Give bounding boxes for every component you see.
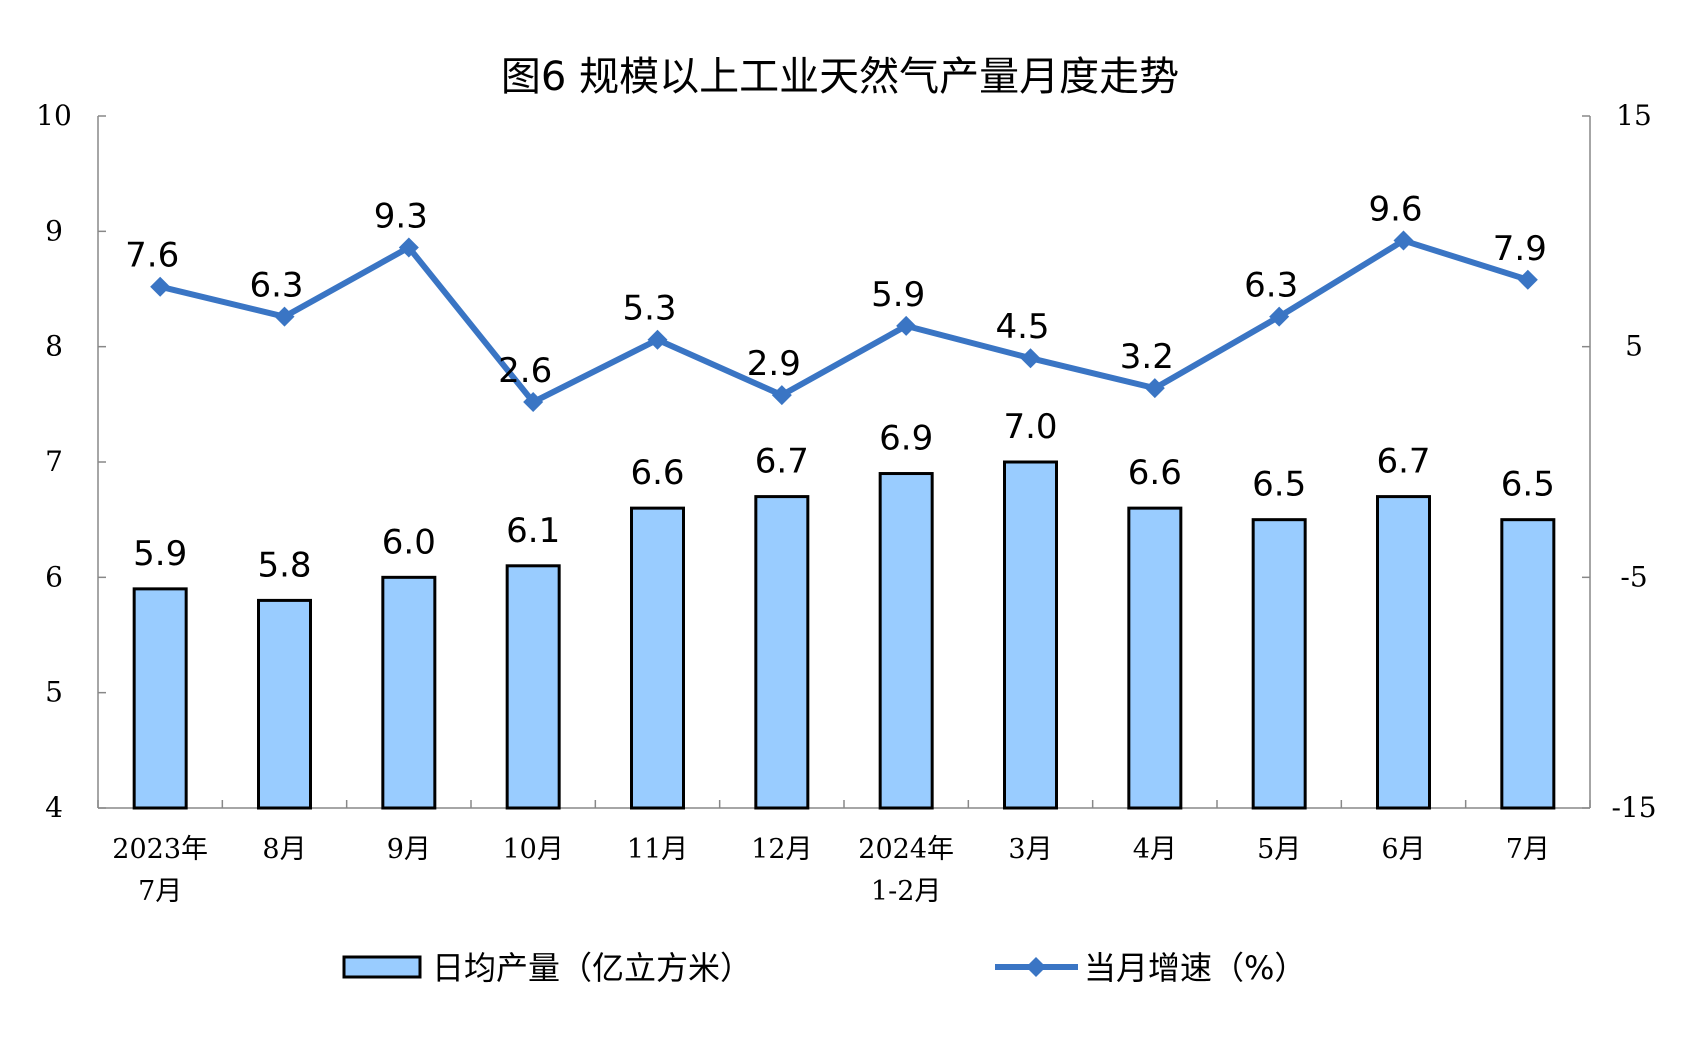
line-point-marker bbox=[896, 315, 917, 336]
line-data-label: 9.3 bbox=[374, 196, 428, 236]
line-point-marker bbox=[274, 306, 295, 327]
left-tick-label: 8 bbox=[45, 330, 63, 363]
line-data-label: 2.9 bbox=[747, 344, 801, 384]
line-point-marker bbox=[398, 237, 419, 258]
bar bbox=[1127, 506, 1183, 810]
x-tick-label: 3月 bbox=[1008, 834, 1052, 865]
bar-data-label: 6.7 bbox=[755, 442, 809, 482]
legend-bar-label: 日均产量（亿立方米） bbox=[432, 949, 752, 987]
x-tick-label: 10月 bbox=[502, 834, 563, 865]
legend-line-label: 当月增速（%） bbox=[1084, 949, 1306, 987]
left-tick-label: 4 bbox=[45, 791, 63, 824]
x-tick-label: 8月 bbox=[262, 834, 306, 865]
x-tick-label: 7月 bbox=[1506, 834, 1550, 865]
x-tick-label: 12月 bbox=[751, 834, 812, 865]
bar bbox=[257, 598, 312, 810]
x-tick-label: 1-2月 bbox=[871, 876, 941, 907]
line-point-marker bbox=[1517, 269, 1538, 290]
left-tick-label: 5 bbox=[45, 676, 63, 709]
bar-data-label: 6.7 bbox=[1376, 442, 1430, 482]
line-data-label: 9.6 bbox=[1368, 190, 1422, 230]
legend-bar-swatch bbox=[342, 955, 422, 979]
bar bbox=[1003, 460, 1058, 810]
left-tick-label: 10 bbox=[36, 99, 72, 132]
line-data-label: 5.9 bbox=[871, 275, 925, 315]
line-point-marker bbox=[523, 392, 544, 413]
line-point-marker bbox=[1020, 348, 1041, 369]
legend: 日均产量（亿立方米） 当月增速（%） bbox=[342, 949, 1306, 987]
x-tick-label: 5月 bbox=[1257, 834, 1301, 865]
bar-data-label: 6.5 bbox=[1501, 465, 1555, 505]
bar-data-label: 7.0 bbox=[1003, 407, 1057, 447]
x-tick-label: 7月 bbox=[138, 876, 182, 907]
x-tick-label: 2023年 bbox=[112, 834, 208, 865]
bar bbox=[1500, 518, 1556, 810]
right-tick-label: -5 bbox=[1620, 560, 1647, 593]
bar-data-label: 6.5 bbox=[1252, 465, 1306, 505]
bar bbox=[1376, 495, 1431, 810]
right-tick-label: -15 bbox=[1611, 791, 1656, 824]
line-data-label: 3.2 bbox=[1120, 337, 1174, 377]
line-data-label: 6.3 bbox=[1244, 266, 1298, 306]
line-point-marker bbox=[150, 276, 171, 297]
x-tick-label: 2024年 bbox=[858, 834, 954, 865]
line-data-label: 2.6 bbox=[498, 351, 552, 391]
line-point-marker bbox=[1393, 230, 1414, 251]
x-tick-label: 4月 bbox=[1133, 834, 1177, 865]
x-tick-label: 9月 bbox=[387, 834, 431, 865]
bar bbox=[381, 575, 437, 810]
bar bbox=[132, 587, 188, 810]
bar bbox=[878, 472, 934, 810]
chart-title: 图6 规模以上工业天然气产量月度走势 bbox=[501, 54, 1179, 100]
right-tick-label: 5 bbox=[1625, 330, 1643, 363]
left-tick-label: 7 bbox=[45, 445, 63, 478]
line-data-label: 7.9 bbox=[1493, 229, 1547, 269]
line-point-marker bbox=[647, 329, 668, 350]
line-data-label: 6.3 bbox=[249, 266, 303, 306]
bar-data-label: 6.6 bbox=[630, 453, 684, 493]
line-data-label: 4.5 bbox=[995, 307, 1049, 347]
bar bbox=[754, 495, 810, 810]
bar bbox=[505, 564, 561, 810]
bar-data-label: 6.0 bbox=[382, 522, 436, 562]
x-tick-label: 6月 bbox=[1381, 834, 1425, 865]
line-point-marker bbox=[1269, 306, 1290, 327]
bar-data-label: 5.9 bbox=[133, 534, 187, 574]
line-data-label: 5.3 bbox=[622, 289, 676, 329]
bar-data-label: 5.8 bbox=[257, 545, 311, 585]
legend-line-marker bbox=[1026, 957, 1046, 977]
right-tick-label: 15 bbox=[1616, 99, 1652, 132]
left-tick-label: 9 bbox=[45, 214, 63, 247]
bar bbox=[630, 506, 685, 810]
bar bbox=[1251, 518, 1307, 810]
x-tick-label: 11月 bbox=[627, 834, 688, 865]
line-data-label: 7.6 bbox=[125, 236, 179, 276]
growth-line bbox=[159, 237, 1529, 406]
line-point-marker bbox=[1144, 378, 1165, 399]
bar-data-label: 6.6 bbox=[1128, 453, 1182, 493]
bar-data-label: 6.1 bbox=[506, 511, 560, 551]
left-tick-label: 6 bbox=[45, 560, 63, 593]
line-point-marker bbox=[771, 385, 792, 406]
bar-data-label: 6.9 bbox=[879, 419, 933, 459]
